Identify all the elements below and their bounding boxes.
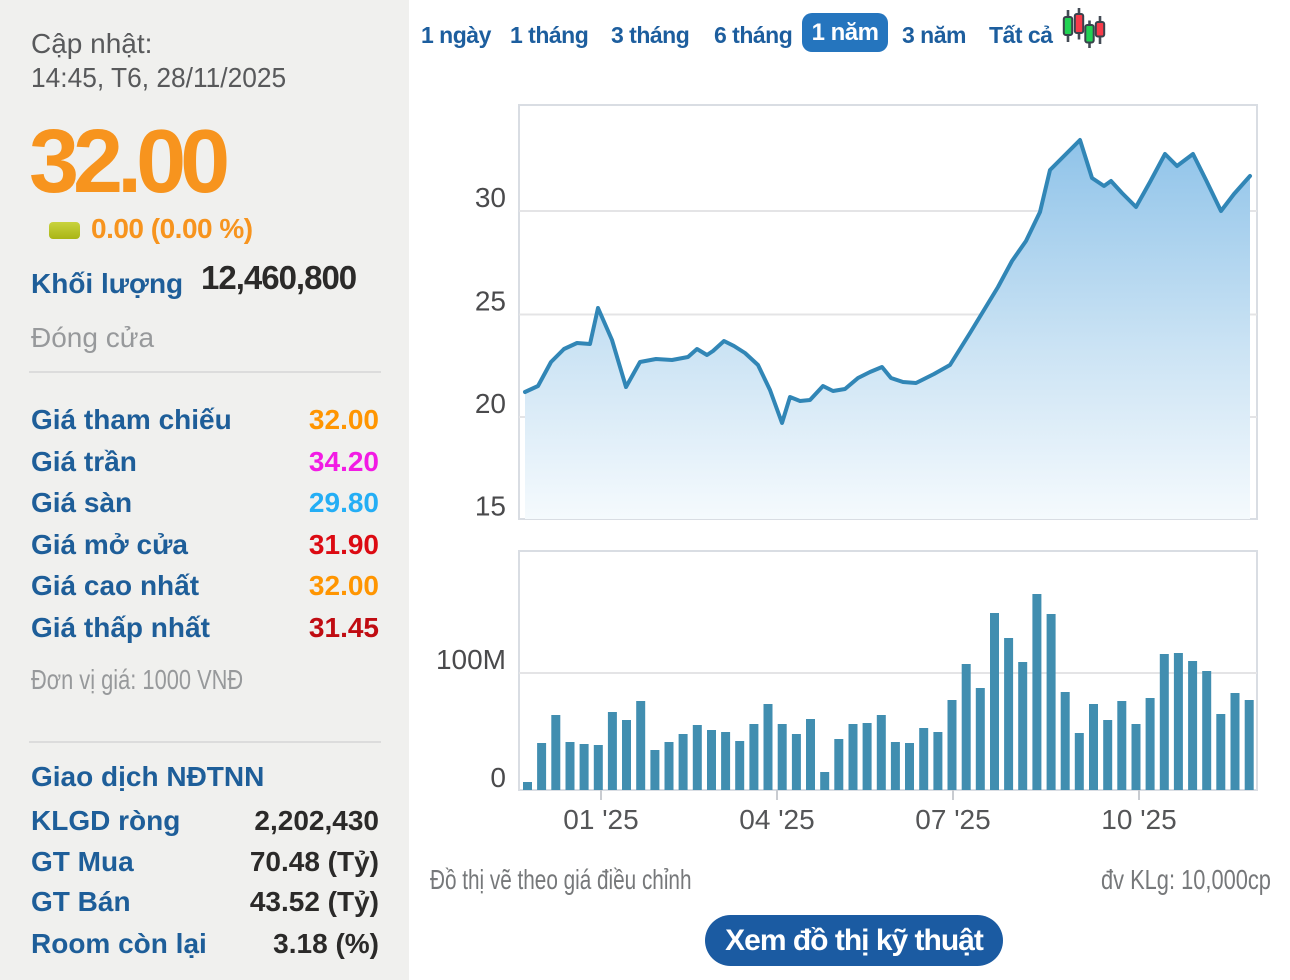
svg-text:20: 20 — [475, 388, 506, 419]
svg-text:15: 15 — [475, 491, 506, 522]
svg-text:100M: 100M — [436, 644, 506, 675]
svg-text:0: 0 — [490, 762, 506, 793]
svg-text:30: 30 — [475, 182, 506, 213]
svg-text:25: 25 — [475, 286, 506, 317]
svg-text:01 '25: 01 '25 — [563, 804, 638, 835]
svg-text:10 '25: 10 '25 — [1101, 804, 1176, 835]
svg-text:04 '25: 04 '25 — [739, 804, 814, 835]
svg-text:07 '25: 07 '25 — [915, 804, 990, 835]
